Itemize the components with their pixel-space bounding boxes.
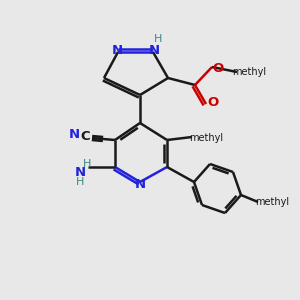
Text: N: N — [134, 178, 146, 190]
Text: N: N — [111, 44, 123, 58]
Text: methyl: methyl — [255, 197, 289, 207]
Text: O: O — [207, 95, 219, 109]
Text: N: N — [148, 44, 160, 58]
Text: N: N — [74, 166, 86, 178]
Text: methyl: methyl — [232, 67, 266, 77]
Text: N: N — [68, 128, 80, 140]
Text: H: H — [76, 177, 84, 187]
Text: H: H — [154, 34, 162, 44]
Text: O: O — [212, 62, 224, 76]
Text: H: H — [83, 159, 91, 169]
Text: methyl: methyl — [189, 133, 223, 143]
Text: C: C — [80, 130, 90, 142]
